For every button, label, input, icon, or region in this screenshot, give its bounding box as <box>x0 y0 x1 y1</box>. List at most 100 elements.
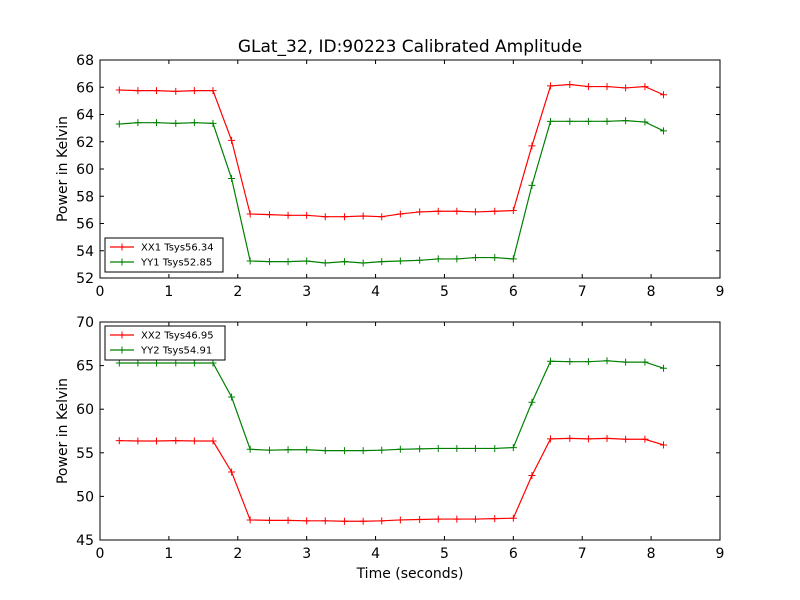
data-point <box>396 445 404 453</box>
data-point <box>152 437 160 445</box>
legend-swatch-marker <box>118 258 126 266</box>
legend-swatch-marker <box>118 346 126 354</box>
data-point <box>453 207 461 215</box>
legend-entry-label: XX1 Tsys56.34 <box>141 243 214 254</box>
data-point <box>547 435 555 443</box>
data-point <box>284 258 292 266</box>
data-point <box>359 517 367 525</box>
data-point <box>622 84 630 92</box>
data-point <box>641 118 649 126</box>
data-point <box>603 83 611 91</box>
data-point <box>434 515 442 523</box>
legend-entry-label: YY1 Tsys52.85 <box>140 258 212 269</box>
y-tick-label: 64 <box>76 108 94 124</box>
y-tick-label: 56 <box>76 217 94 233</box>
x-tick-label: 3 <box>302 284 311 300</box>
data-point <box>641 83 649 91</box>
data-point <box>265 211 273 219</box>
data-point <box>584 117 592 125</box>
data-point <box>603 434 611 442</box>
data-point <box>584 83 592 91</box>
data-point <box>378 258 386 266</box>
y-tick-label: 55 <box>76 446 94 462</box>
data-point <box>603 357 611 365</box>
data-point <box>471 515 479 523</box>
legend-box <box>104 325 226 361</box>
x-tick-label: 2 <box>233 546 242 562</box>
data-point <box>660 364 668 372</box>
data-point <box>359 212 367 220</box>
data-point <box>378 213 386 221</box>
data-point <box>152 359 160 367</box>
x-tick-label: 0 <box>96 546 105 562</box>
data-point <box>321 213 329 221</box>
data-point <box>622 358 630 366</box>
data-point <box>491 207 499 215</box>
data-point <box>396 516 404 524</box>
data-point <box>509 444 517 452</box>
data-point <box>378 446 386 454</box>
data-point <box>172 359 180 367</box>
data-point <box>134 359 142 367</box>
data-point <box>584 435 592 443</box>
data-point <box>265 516 273 524</box>
x-axis-title: Time (seconds) <box>356 566 464 582</box>
x-tick-label: 6 <box>509 284 518 300</box>
data-point <box>359 259 367 267</box>
data-point <box>246 516 254 524</box>
data-point <box>566 434 574 442</box>
data-point <box>265 258 273 266</box>
x-tick-label: 5 <box>440 284 449 300</box>
data-point <box>453 255 461 263</box>
data-point <box>209 87 217 95</box>
legend-entry-label: YY2 Tsys54.91 <box>140 346 212 357</box>
data-point <box>228 393 236 401</box>
y-axis-title: Power in Kelvin <box>55 378 71 484</box>
data-point <box>453 444 461 452</box>
data-point <box>134 119 142 127</box>
data-point <box>152 119 160 127</box>
data-point <box>265 446 273 454</box>
data-point <box>115 120 123 128</box>
data-point <box>303 211 311 219</box>
data-point <box>341 447 349 455</box>
data-point <box>172 437 180 445</box>
legend-entry-label: XX2 Tsys46.95 <box>141 331 214 342</box>
data-point <box>416 516 424 524</box>
data-point <box>603 117 611 125</box>
data-point <box>321 447 329 455</box>
data-point <box>115 359 123 367</box>
x-tick-label: 4 <box>371 284 380 300</box>
data-point <box>172 119 180 127</box>
x-tick-label: 8 <box>647 284 656 300</box>
data-point <box>190 119 198 127</box>
data-point <box>246 210 254 218</box>
data-point <box>341 258 349 266</box>
data-point <box>284 211 292 219</box>
data-point <box>341 517 349 525</box>
data-point <box>190 359 198 367</box>
y-tick-label: 52 <box>76 271 94 287</box>
data-point <box>396 257 404 265</box>
data-point <box>471 444 479 452</box>
x-tick-label: 7 <box>578 546 587 562</box>
data-point <box>190 87 198 95</box>
x-tick-label: 3 <box>302 546 311 562</box>
y-tick-label: 60 <box>76 402 94 418</box>
data-point <box>228 468 236 476</box>
data-point <box>547 82 555 90</box>
x-tick-label: 5 <box>440 546 449 562</box>
data-point <box>416 208 424 216</box>
x-tick-label: 6 <box>509 546 518 562</box>
data-point <box>434 255 442 263</box>
x-tick-label: 7 <box>578 284 587 300</box>
data-point <box>134 87 142 95</box>
data-point <box>303 446 311 454</box>
y-axis-title: Power in Kelvin <box>55 116 71 222</box>
data-point <box>491 515 499 523</box>
data-point <box>622 435 630 443</box>
x-tick-label: 9 <box>716 546 725 562</box>
x-tick-label: 0 <box>96 284 105 300</box>
